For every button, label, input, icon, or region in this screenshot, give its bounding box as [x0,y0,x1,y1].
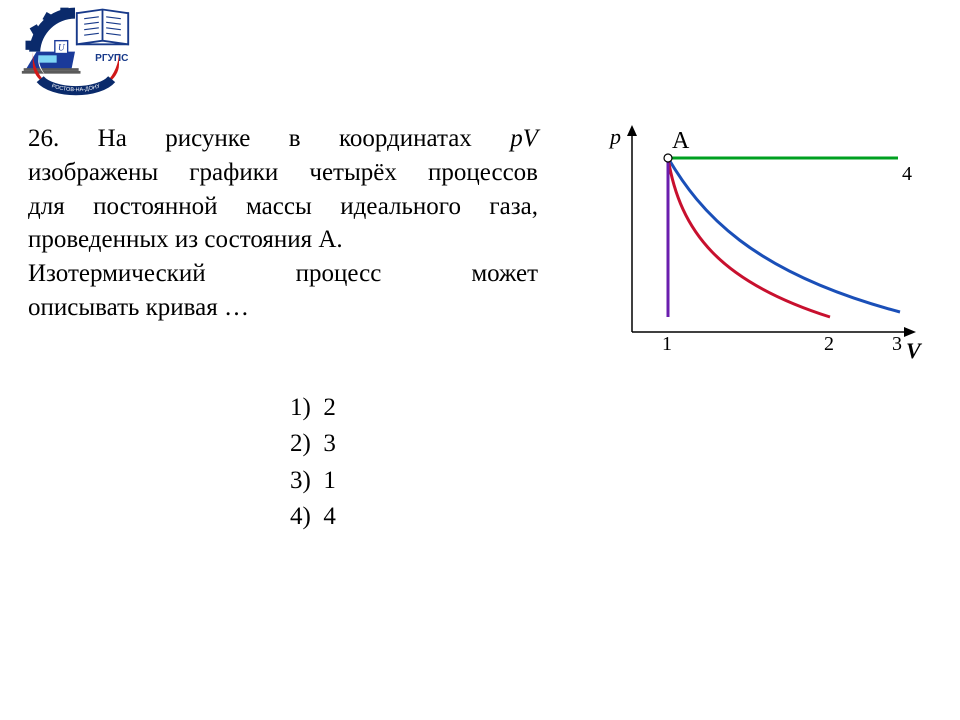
curve-label-2: 2 [824,333,834,355]
institution-logo: U РГУПС РОСТОВ-НА-ДОНУ [20,6,130,101]
answer-options: 1) 2 2) 3 3) 1 4) 4 [290,390,336,535]
answer-option-1: 1) 2 [290,390,336,426]
graph-svg: p V А 1 2 3 4 [590,122,930,372]
curve-label-4: 4 [902,163,912,185]
axis-label-p: p [608,124,621,149]
logo-svg: U РГУПС РОСТОВ-НА-ДОНУ [20,6,130,101]
answer-option-3: 3) 1 [290,463,336,499]
curve-2 [668,158,830,317]
logo-text-top: РГУПС [95,53,128,64]
page: U РГУПС РОСТОВ-НА-ДОНУ 26. На рисунке в … [0,0,960,720]
axis-label-v: V [906,338,923,363]
pv-graph: p V А 1 2 3 4 [590,122,930,372]
point-a-label: А [672,128,690,154]
curve-label-1: 1 [662,333,672,355]
pv-symbol: pV [510,125,538,152]
curve-3 [668,158,900,312]
question-number: 26. [28,125,59,152]
question-text: 26. На рисунке в координатах pV изображе… [28,122,538,325]
book-icon [77,10,128,45]
point-a [664,154,672,162]
answer-option-2: 2) 3 [290,426,336,462]
answer-option-4: 4) 4 [290,499,336,535]
curve-label-3: 3 [892,333,902,355]
